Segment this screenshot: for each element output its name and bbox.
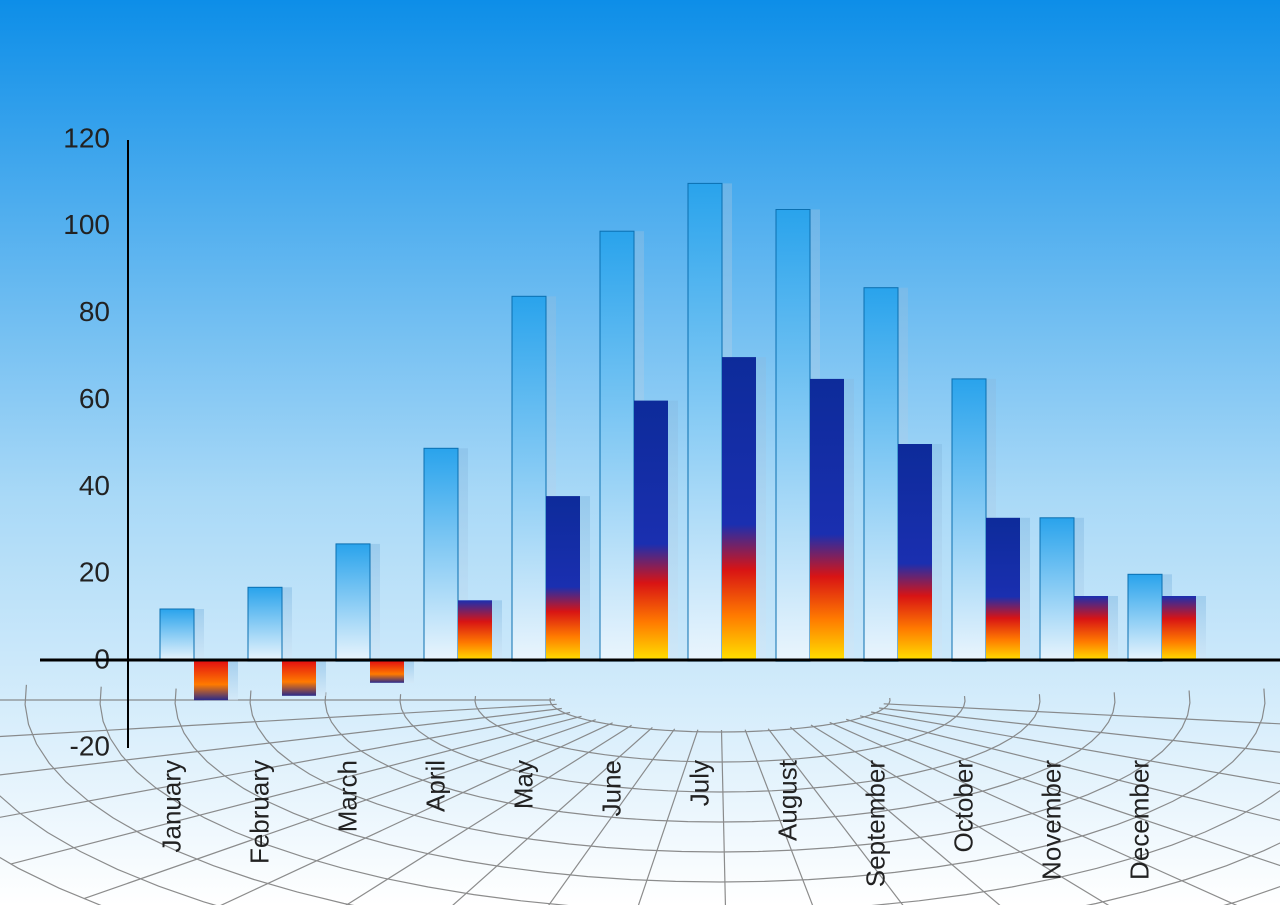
month-label: November: [1036, 760, 1066, 880]
month-label: June: [596, 760, 626, 816]
month-label: September: [860, 760, 890, 888]
bar-series-blue: [952, 379, 986, 661]
y-tick-label: 40: [79, 470, 110, 501]
bar-series-fire: [546, 496, 580, 661]
chart-container: -20020406080100120 JanuaryFebruaryMarchA…: [0, 0, 1280, 905]
bar-series-fire: [986, 518, 1020, 661]
bar-series-blue: [424, 448, 458, 661]
y-tick-label: 120: [63, 122, 110, 153]
bar-series-blue: [248, 587, 282, 661]
month-label: April: [420, 760, 450, 812]
bar-series-blue: [776, 210, 810, 662]
bar-series-fire: [634, 401, 668, 662]
bar-series-fire: [282, 661, 316, 696]
bar-series-fire: [722, 357, 756, 661]
month-label: March: [332, 760, 362, 832]
y-tick-label: 80: [79, 296, 110, 327]
bar-series-blue: [336, 544, 370, 661]
month-label: October: [948, 760, 978, 853]
bar-series-fire: [1162, 596, 1196, 661]
y-tick-label: 20: [79, 557, 110, 588]
month-label: July: [684, 760, 714, 806]
bar-series-fire: [898, 444, 932, 661]
y-tick-label: 100: [63, 209, 110, 240]
month-label: February: [244, 760, 274, 864]
bar-series-fire: [458, 600, 492, 661]
bar-series-fire: [1074, 596, 1108, 661]
monthly-bar-chart: -20020406080100120 JanuaryFebruaryMarchA…: [0, 0, 1280, 905]
bar-series-blue: [688, 183, 722, 661]
bar-series-fire: [370, 661, 404, 683]
month-label: May: [508, 760, 538, 809]
month-label: August: [772, 759, 802, 841]
bar-series-blue: [600, 231, 634, 661]
month-label: December: [1124, 760, 1154, 880]
bar-series-blue: [1128, 574, 1162, 661]
month-label: January: [156, 760, 186, 853]
bar-series-fire: [194, 661, 228, 700]
bar-series-blue: [1040, 518, 1074, 661]
bar-series-fire: [810, 379, 844, 661]
bar-series-blue: [864, 288, 898, 662]
y-tick-label: 60: [79, 383, 110, 414]
bar-series-blue: [160, 609, 194, 661]
bar-series-blue: [512, 296, 546, 661]
y-tick-label: -20: [70, 730, 110, 761]
